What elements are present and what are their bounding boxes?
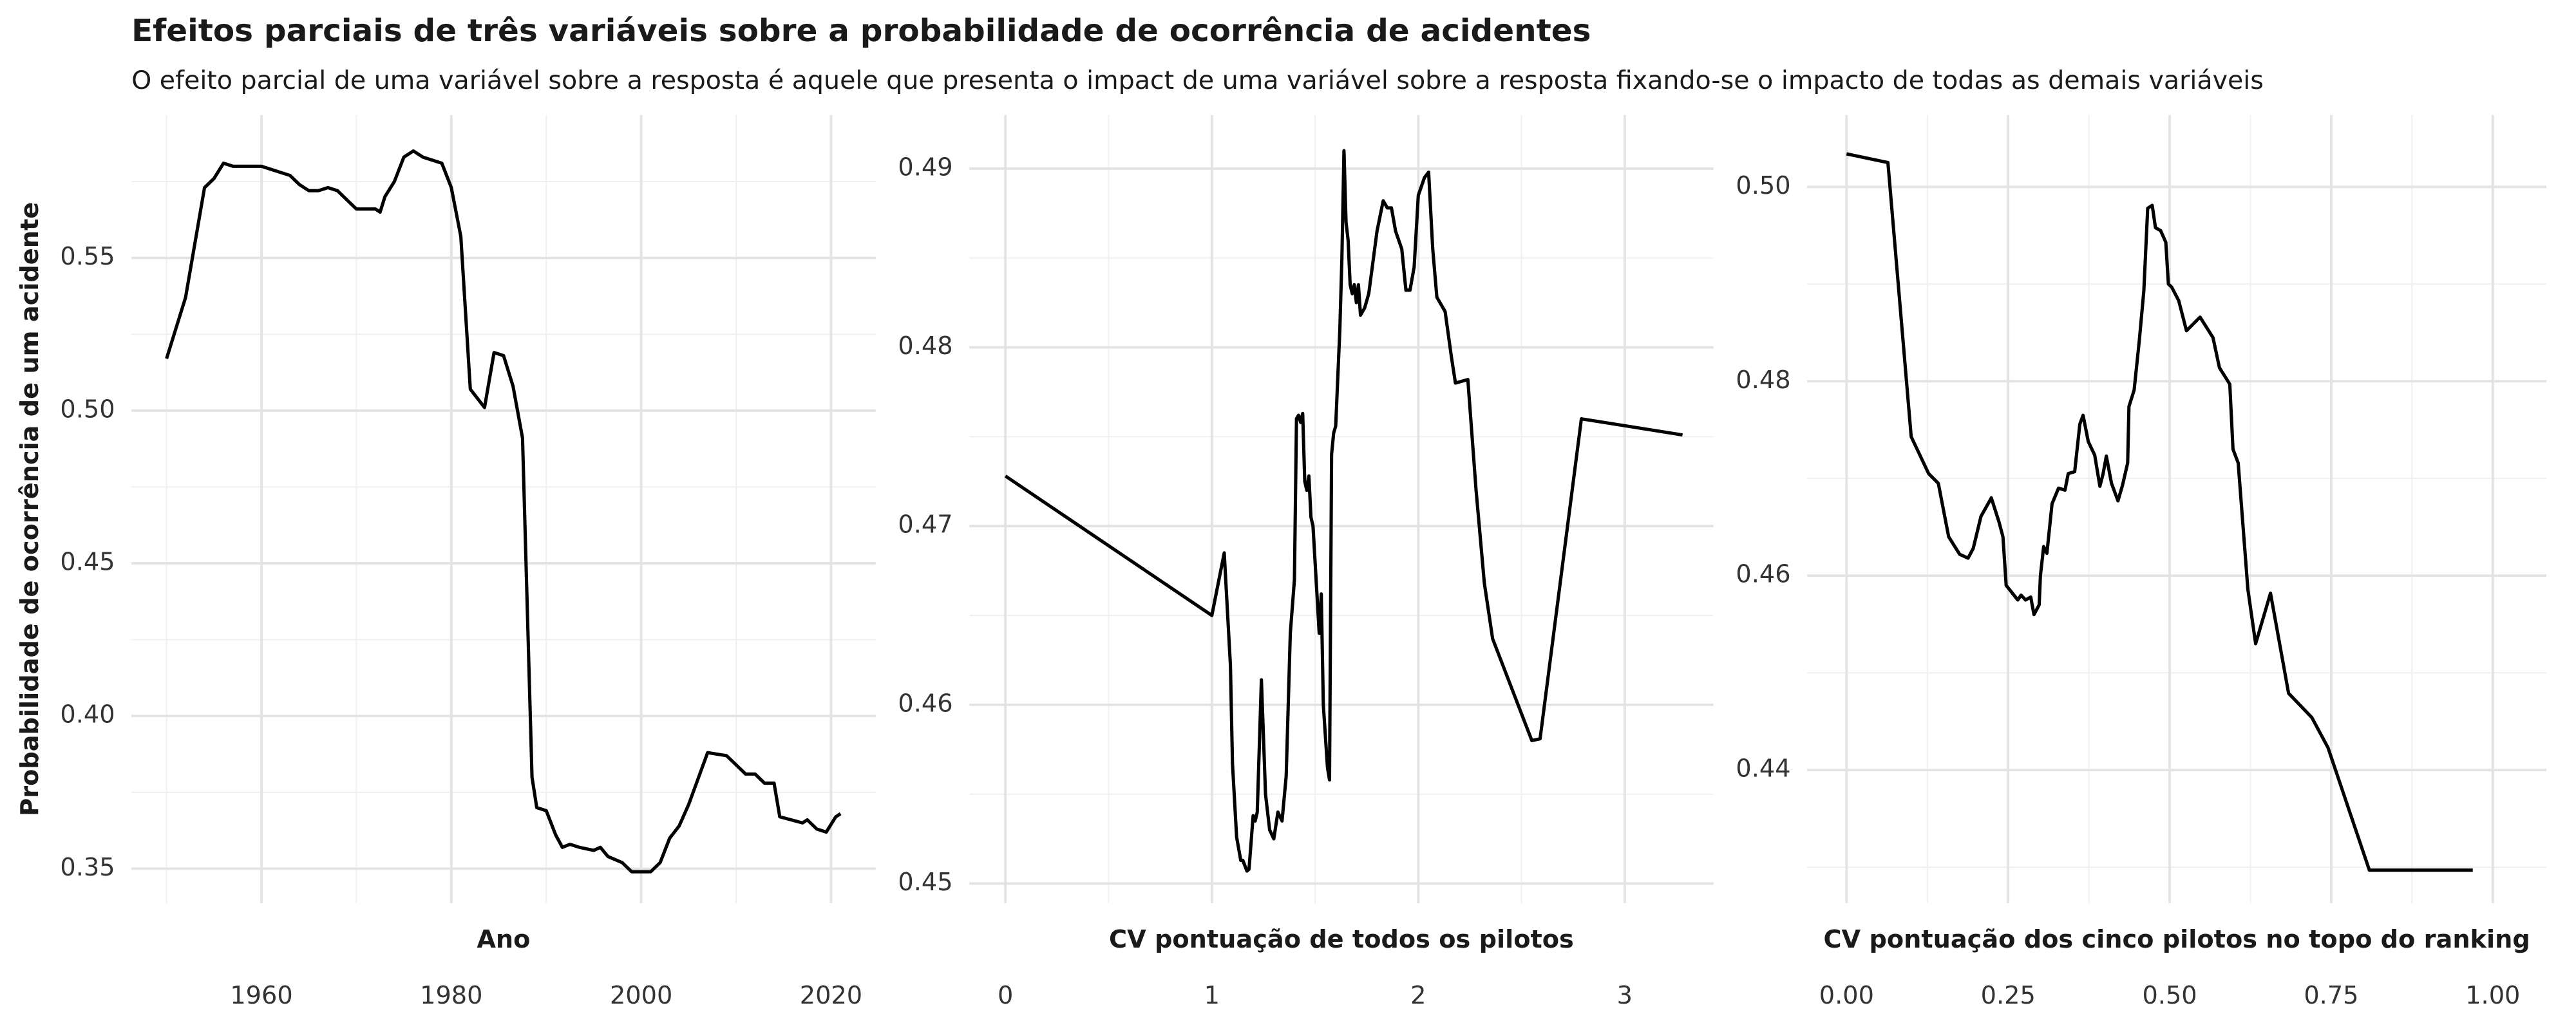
y-tick-label: 0.46 <box>898 689 952 718</box>
x-tick-label: 3 <box>1617 981 1633 1010</box>
x-axis-label: CV pontuação dos cinco pilotos no topo d… <box>1823 925 2530 954</box>
x-axis-label: CV pontuação de todos os pilotos <box>1109 925 1574 954</box>
y-tick-label: 0.50 <box>1736 171 1790 200</box>
data-line <box>1846 152 2473 872</box>
chart-subtitle: O efeito parcial de uma variável sobre a… <box>131 66 2264 95</box>
x-tick-label: 0 <box>998 981 1013 1010</box>
x-tick-label: 0.75 <box>2304 981 2358 1010</box>
x-tick-label: 0.25 <box>1981 981 2036 1010</box>
y-tick-label: 0.50 <box>60 395 115 424</box>
x-tick-label: 2 <box>1410 981 1426 1010</box>
x-tick-label: 0.00 <box>1819 981 1874 1010</box>
data-line <box>165 149 842 874</box>
y-tick-label: 0.40 <box>60 700 115 729</box>
y-tick-label: 0.35 <box>60 853 115 882</box>
y-axis-label: Probabilidade de ocorrência de um aciden… <box>15 202 44 816</box>
x-tick-label: 1 <box>1204 981 1220 1010</box>
x-tick-label: 1980 <box>420 981 482 1010</box>
y-tick-label: 0.45 <box>898 868 952 897</box>
x-tick-label: 0.50 <box>2142 981 2197 1010</box>
y-tick-label: 0.44 <box>1736 754 1790 783</box>
x-tick-label: 1960 <box>230 981 292 1010</box>
y-tick-label: 0.48 <box>898 332 952 360</box>
y-tick-label: 0.48 <box>1736 366 1790 395</box>
x-tick-label: 1.00 <box>2465 981 2520 1010</box>
x-axis-label: Ano <box>477 925 530 954</box>
x-tick-label: 2000 <box>610 981 672 1010</box>
y-tick-label: 0.47 <box>898 510 952 539</box>
y-tick-label: 0.45 <box>60 548 115 577</box>
chart-title: Efeitos parciais de três variáveis sobre… <box>131 13 1591 49</box>
y-tick-label: 0.49 <box>898 153 952 182</box>
x-tick-label: 2020 <box>800 981 862 1010</box>
y-tick-label: 0.46 <box>1736 560 1790 589</box>
data-line <box>1004 149 1683 873</box>
y-tick-label: 0.55 <box>60 242 115 271</box>
